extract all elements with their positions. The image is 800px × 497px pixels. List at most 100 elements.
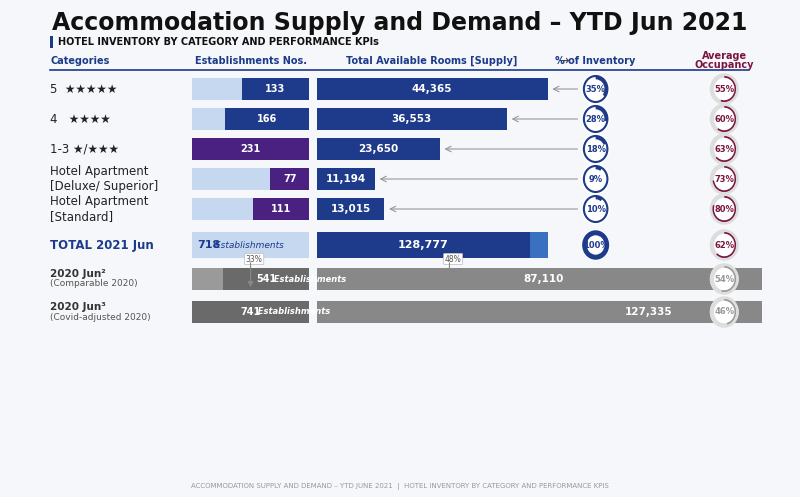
Text: 87,110: 87,110 [523,274,564,284]
Wedge shape [724,299,736,325]
Text: Establishments Nos.: Establishments Nos. [194,56,306,66]
FancyBboxPatch shape [50,36,53,48]
FancyBboxPatch shape [192,301,310,323]
Circle shape [587,80,604,98]
Text: 541: 541 [256,274,277,284]
Circle shape [582,164,610,194]
Circle shape [587,200,604,218]
Text: 2020 Jun²: 2020 Jun² [50,269,106,279]
FancyBboxPatch shape [317,138,440,160]
Text: 1-3 ★/★★★: 1-3 ★/★★★ [50,143,119,156]
Text: ACCOMMODATION SUPPLY AND DEMAND – YTD JUNE 2021  |  HOTEL INVENTORY BY CATEGORY : ACCOMMODATION SUPPLY AND DEMAND – YTD JU… [191,484,609,491]
FancyBboxPatch shape [192,108,310,130]
Text: Hotel Apartment
[Standard]: Hotel Apartment [Standard] [50,195,149,223]
Circle shape [710,264,738,294]
Text: 13,015: 13,015 [330,204,370,214]
Text: 128,777: 128,777 [398,240,449,250]
Text: Hotel Apartment
[Deluxe/ Superior]: Hotel Apartment [Deluxe/ Superior] [50,165,158,193]
Circle shape [714,139,734,160]
Circle shape [710,134,738,164]
Wedge shape [716,136,736,162]
Text: 18%: 18% [586,145,606,154]
FancyBboxPatch shape [223,268,310,290]
Text: 54%: 54% [714,274,734,283]
Text: 62%: 62% [714,241,734,249]
Wedge shape [596,136,606,149]
FancyBboxPatch shape [242,78,310,100]
Wedge shape [718,106,736,132]
Circle shape [587,170,604,188]
Circle shape [714,198,734,220]
Circle shape [710,194,738,224]
Text: Establishments: Establishments [268,274,346,283]
Text: 23,650: 23,650 [358,144,398,154]
Text: 9%: 9% [589,174,602,183]
Wedge shape [596,166,602,179]
Wedge shape [713,196,736,222]
Text: 63%: 63% [714,145,734,154]
Text: Average: Average [702,51,747,61]
FancyBboxPatch shape [317,78,548,100]
Text: Establishments: Establishments [211,241,283,249]
Circle shape [714,79,734,99]
Circle shape [582,134,610,164]
FancyBboxPatch shape [192,168,310,190]
Wedge shape [722,266,736,292]
Circle shape [710,297,738,327]
FancyBboxPatch shape [192,138,310,160]
Text: 111: 111 [271,204,291,214]
Text: 2020 Jun³: 2020 Jun³ [50,302,106,312]
FancyBboxPatch shape [192,138,310,160]
Text: 80%: 80% [714,204,734,214]
Text: Total Available Rooms [Supply]: Total Available Rooms [Supply] [346,56,518,66]
Circle shape [582,104,610,134]
Text: 11,194: 11,194 [326,174,366,184]
Text: HOTEL INVENTORY BY CATEGORY AND PERFORMANCE KPIs: HOTEL INVENTORY BY CATEGORY AND PERFORMA… [58,37,378,47]
Text: 718: 718 [197,240,220,250]
Circle shape [587,140,604,158]
Circle shape [582,74,610,104]
Circle shape [714,302,734,323]
Text: 33%: 33% [246,254,262,263]
FancyBboxPatch shape [317,108,507,130]
Text: 35%: 35% [586,84,606,93]
Wedge shape [596,106,607,121]
Wedge shape [596,196,602,209]
FancyBboxPatch shape [317,268,770,290]
Text: →: → [558,55,568,68]
FancyBboxPatch shape [253,198,310,220]
Text: 28%: 28% [586,114,606,123]
Circle shape [714,168,734,189]
Text: Categories: Categories [50,56,110,66]
Circle shape [587,236,604,254]
Wedge shape [584,232,607,258]
FancyBboxPatch shape [225,108,310,130]
Circle shape [710,230,738,260]
Text: 133: 133 [266,84,286,94]
Wedge shape [716,232,736,258]
Text: (Covid-adjusted 2020): (Covid-adjusted 2020) [50,313,151,322]
Text: 231: 231 [241,144,261,154]
Text: 46%: 46% [714,308,734,317]
FancyBboxPatch shape [270,168,310,190]
Wedge shape [713,166,736,192]
Text: 77: 77 [283,174,297,184]
Wedge shape [721,76,736,102]
Text: 60%: 60% [714,114,734,123]
Text: 44,365: 44,365 [412,84,453,94]
FancyBboxPatch shape [317,232,530,258]
Circle shape [582,194,610,224]
Text: TOTAL 2021 Jun: TOTAL 2021 Jun [50,239,154,251]
FancyBboxPatch shape [192,198,310,220]
Text: 4   ★★★★: 4 ★★★★ [50,112,111,126]
FancyBboxPatch shape [317,301,800,323]
Text: 10%: 10% [586,204,606,214]
Text: 5  ★★★★★: 5 ★★★★★ [50,83,118,95]
Text: 166: 166 [257,114,278,124]
Text: 48%: 48% [445,254,462,263]
Text: 100%: 100% [582,241,609,249]
Text: Establishments: Establishments [252,308,330,317]
Text: (Comparable 2020): (Comparable 2020) [50,279,138,288]
Circle shape [714,235,734,255]
Text: % of Inventory: % of Inventory [555,56,636,66]
